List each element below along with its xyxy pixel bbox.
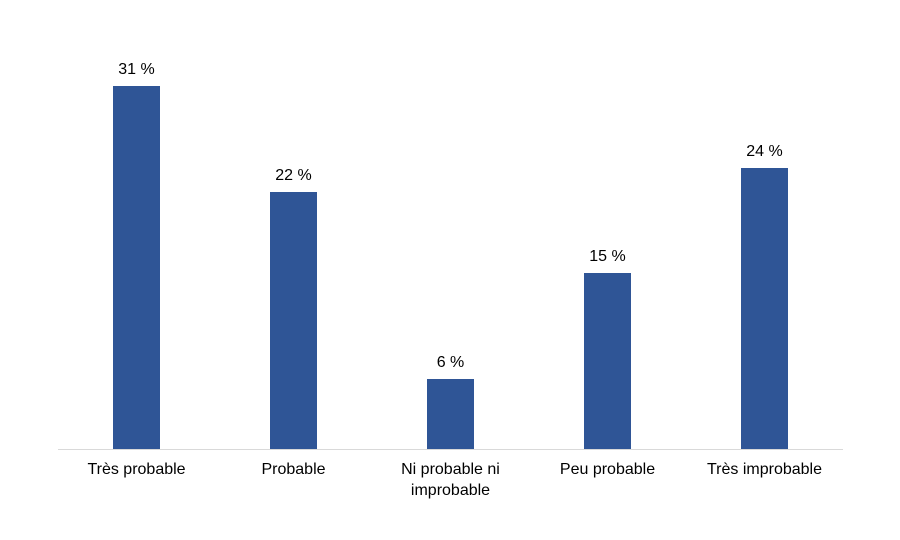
bar xyxy=(113,86,160,449)
bar-slot: 24 % xyxy=(686,0,843,449)
data-label: 24 % xyxy=(746,143,783,160)
category-label: Très improbable xyxy=(706,461,822,478)
bar-slot: 15 % xyxy=(529,0,686,449)
data-label: 6 % xyxy=(436,354,465,371)
bar xyxy=(741,168,788,449)
category-label: Probable xyxy=(261,461,326,478)
bar xyxy=(427,379,474,449)
category-label: Très probable xyxy=(87,461,186,478)
data-label: 15 % xyxy=(589,248,626,265)
bar xyxy=(270,192,317,449)
data-label: 22 % xyxy=(275,167,312,184)
x-axis-line xyxy=(58,449,843,450)
bar-slot: 6 % xyxy=(372,0,529,449)
bar xyxy=(584,273,631,449)
bar-slot: 22 % xyxy=(215,0,372,449)
bar-slot: 31 % xyxy=(58,0,215,449)
category-label: Ni probable ni improbable xyxy=(401,461,500,499)
plot-area: 31 % 22 % 6 % 15 % 24 % xyxy=(58,0,843,449)
x-axis-labels: Très probable Probable Ni probable ni impr… xyxy=(58,459,843,501)
data-label: 31 % xyxy=(118,61,155,78)
category-label: Peu probable xyxy=(559,461,656,478)
